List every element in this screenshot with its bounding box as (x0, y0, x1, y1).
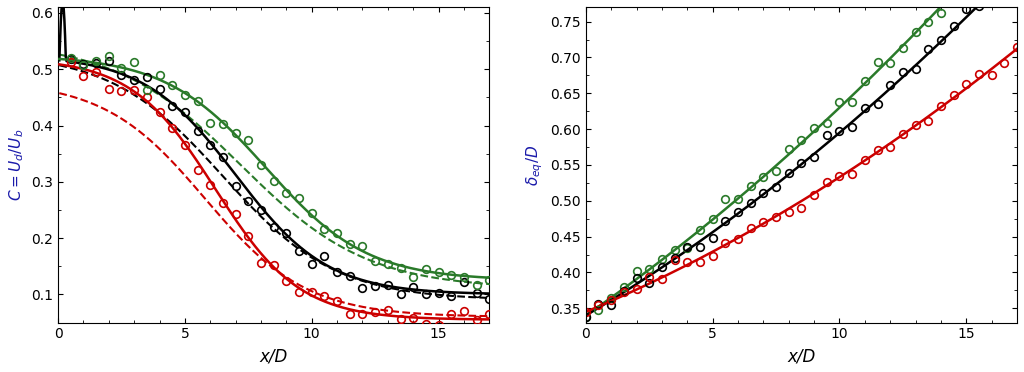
X-axis label: x/D: x/D (259, 347, 288, 365)
Y-axis label: $C = U_d/U_b$: $C = U_d/U_b$ (7, 129, 26, 201)
Y-axis label: $\delta_{eq}/D$: $\delta_{eq}/D$ (524, 144, 545, 186)
X-axis label: x/D: x/D (787, 347, 815, 365)
